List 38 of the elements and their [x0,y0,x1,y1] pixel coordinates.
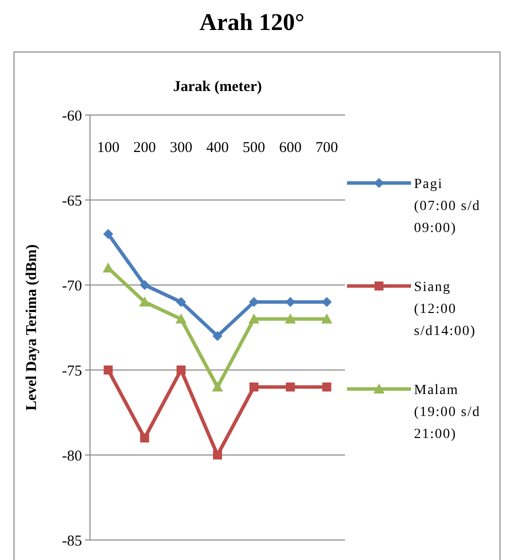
point [248,314,260,324]
point [176,314,187,324]
point [284,314,296,324]
point [286,382,295,392]
point [140,434,150,442]
point [140,280,150,290]
point [248,297,259,307]
y-tick-label: -60 [62,108,82,124]
point [212,331,222,341]
y-axis-title: Level Daya Terima (dBm) [24,244,40,411]
point [321,314,332,324]
legend-label: Pagi (07:00 s/d 09:00) [414,177,480,236]
x-tick-label: 300 [170,140,192,156]
point [139,296,150,306]
legend-label: Malam (19:00 s/d 21:00) [414,383,480,442]
chart-title: Arah 120° [200,10,304,36]
point [103,229,114,239]
x-tick-label: 100 [96,140,120,156]
y-tick-label: -75 [62,363,82,380]
x-tick-label: 400 [206,140,229,156]
x-tick-label: 500 [242,140,266,156]
x-tick-label: 200 [133,140,156,156]
x-axis-title: Jarak (meter) [173,79,262,95]
point [176,297,186,307]
point [213,450,222,460]
point [249,382,258,392]
x-tick-label: 600 [279,140,302,156]
y-tick-label: -85 [62,533,82,550]
y-tick-label: -70 [62,278,82,294]
point [322,382,332,392]
point [104,366,113,374]
point [176,366,186,374]
y-tick-label: -65 [62,193,82,210]
legend-label: Siang (12:00 s/d14:00) [414,280,476,339]
x-tick-label: 700 [316,140,338,156]
point [212,382,223,392]
point [322,297,332,307]
y-tick-label: -80 [62,448,82,464]
